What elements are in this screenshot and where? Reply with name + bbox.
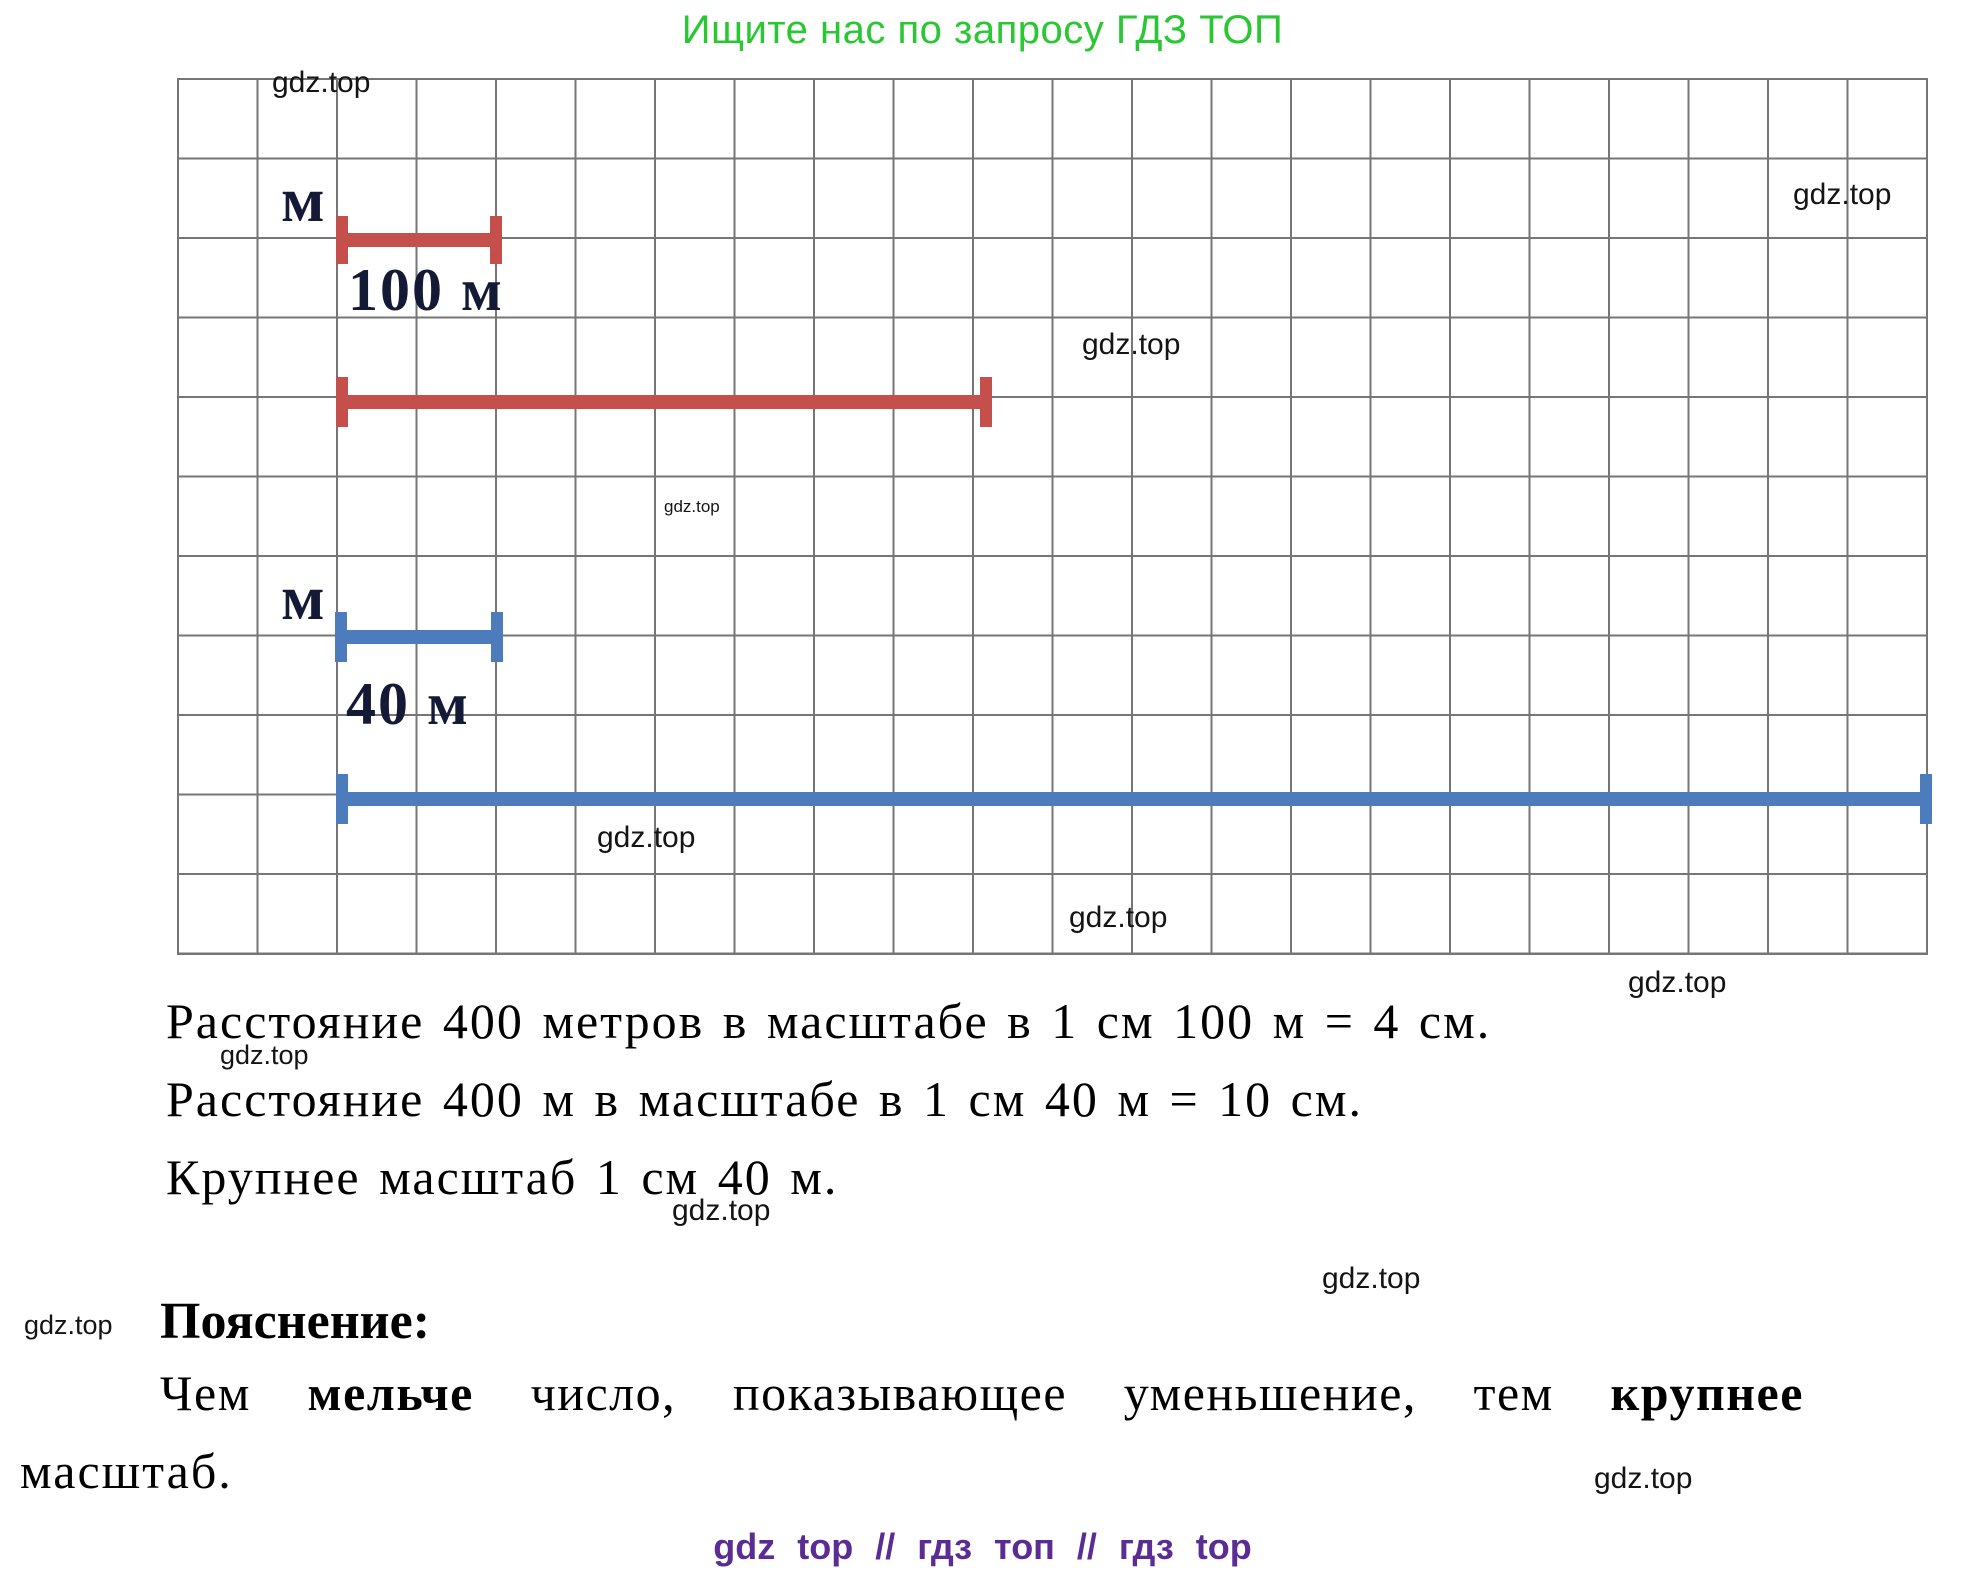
watermark: gdz.top (24, 1310, 113, 1340)
watermark: gdz.top (1628, 966, 1727, 999)
blue-distance-bar (336, 774, 1932, 824)
watermark: gdz.top (672, 1194, 771, 1227)
blue-scale-value-label: 40 м (346, 671, 470, 737)
blue-scale-unit-label: м (281, 562, 325, 633)
watermark: gdz.top (220, 1040, 309, 1070)
red-scale-bar-shaft (336, 233, 502, 247)
explanation-word: Чем (160, 1365, 251, 1421)
red-scale-unit-label: м (281, 164, 325, 235)
watermark: gdz.top (1069, 901, 1168, 934)
blue-scale-bar (335, 612, 503, 662)
explanation-word: тем (1473, 1365, 1554, 1421)
blue-scale-bar-right-cap (491, 612, 503, 662)
red-distance-bar-shaft (336, 395, 992, 409)
red-scale-value-label: 100 м (348, 257, 504, 323)
solution-line-3: Крупнее масштаб 1 см 40 м. (166, 1149, 839, 1205)
solution-line-1: Расстояние 400 метров в масштабе в 1 см … (166, 993, 1492, 1049)
red-distance-bar-right-cap (980, 377, 992, 427)
watermark: gdz.top (1594, 1462, 1693, 1495)
blue-scale-bar-shaft (335, 630, 503, 644)
red-scale-bar-right-cap (490, 216, 502, 264)
solution-line-2: Расстояние 400 м в масштабе в 1 см 40 м … (166, 1071, 1364, 1127)
explanation-heading: Пояснение: (160, 1293, 431, 1350)
red-scale-bar (336, 216, 502, 264)
solution-text: Расстояние 400 метров в масштабе в 1 см … (166, 982, 1491, 1216)
explanation-line: Чем мельче число, показывающее уменьшени… (160, 1368, 1804, 1418)
explanation-word-bold: крупнее (1610, 1365, 1804, 1421)
explanation-word: число, (530, 1365, 677, 1421)
explanation-word: показывающее (732, 1365, 1068, 1421)
blue-distance-bar-shaft (336, 792, 1932, 806)
explanation-word-bold: мельче (307, 1365, 474, 1421)
watermark: gdz.top (1322, 1262, 1421, 1295)
red-distance-bar (336, 377, 992, 427)
blue-distance-bar-right-cap (1920, 774, 1932, 824)
grid-paper (177, 78, 1928, 955)
watermark: gdz.top (1082, 328, 1181, 361)
watermark: gdz.top (664, 497, 720, 516)
explanation-word: уменьшение, (1123, 1365, 1417, 1421)
promo-header: Ищите нас по запросу ГДЗ ТОП (681, 8, 1284, 52)
promo-footer: gdz top // гдз топ // гдз top (713, 1526, 1252, 1567)
watermark: gdz.top (597, 821, 696, 854)
watermark: gdz.top (1793, 178, 1892, 211)
explanation-wrap-line: масштаб. (20, 1443, 233, 1499)
watermark: gdz.top (272, 66, 371, 99)
